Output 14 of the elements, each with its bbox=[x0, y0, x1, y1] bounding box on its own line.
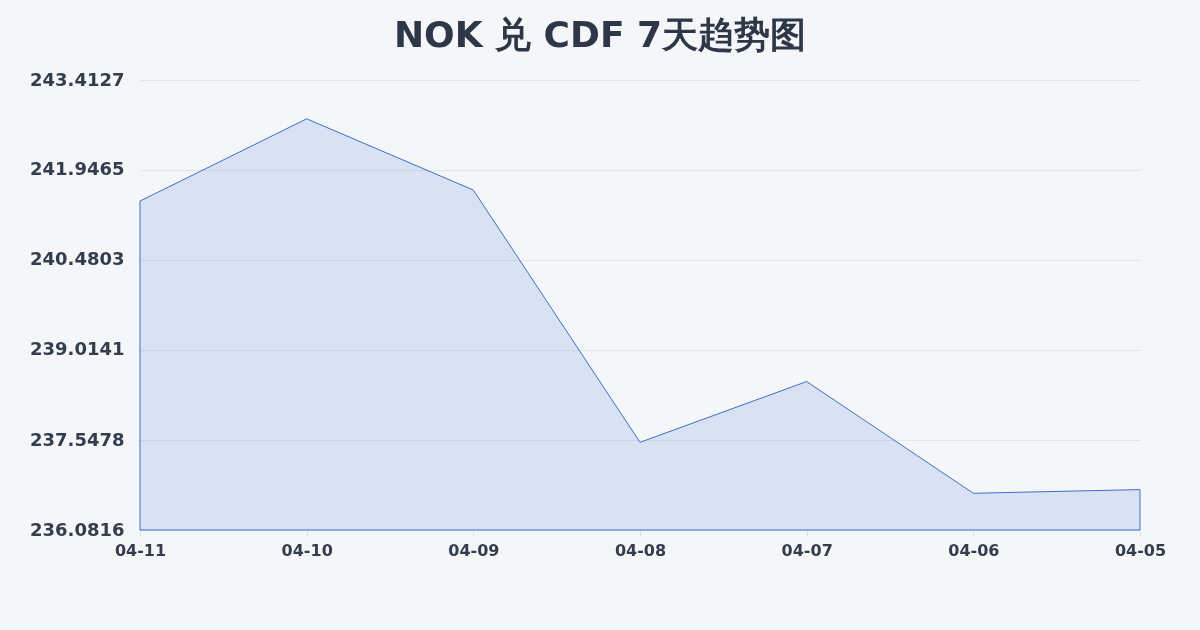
x-tick-label: 04-10 bbox=[281, 540, 333, 560]
x-tick-label: 04-08 bbox=[614, 540, 667, 560]
y-tick-label: 236.0816 bbox=[29, 518, 125, 540]
y-tick-label: 243.4127 bbox=[29, 68, 125, 90]
x-tick-label: 04-11 bbox=[114, 540, 167, 560]
x-tick-label: 04-06 bbox=[948, 540, 1000, 560]
x-tick-label: 04-09 bbox=[448, 540, 500, 560]
chart-title: NOK 兑 CDF 7天趋势图 bbox=[393, 14, 807, 55]
y-tick-label: 240.4803 bbox=[29, 248, 125, 270]
x-tick-label: 04-07 bbox=[781, 540, 833, 560]
y-tick-label: 237.5478 bbox=[29, 428, 125, 450]
y-tick-label: 239.0141 bbox=[29, 338, 125, 360]
y-tick-label: 241.9465 bbox=[29, 158, 125, 180]
x-tick-label: 04-05 bbox=[1114, 540, 1167, 560]
